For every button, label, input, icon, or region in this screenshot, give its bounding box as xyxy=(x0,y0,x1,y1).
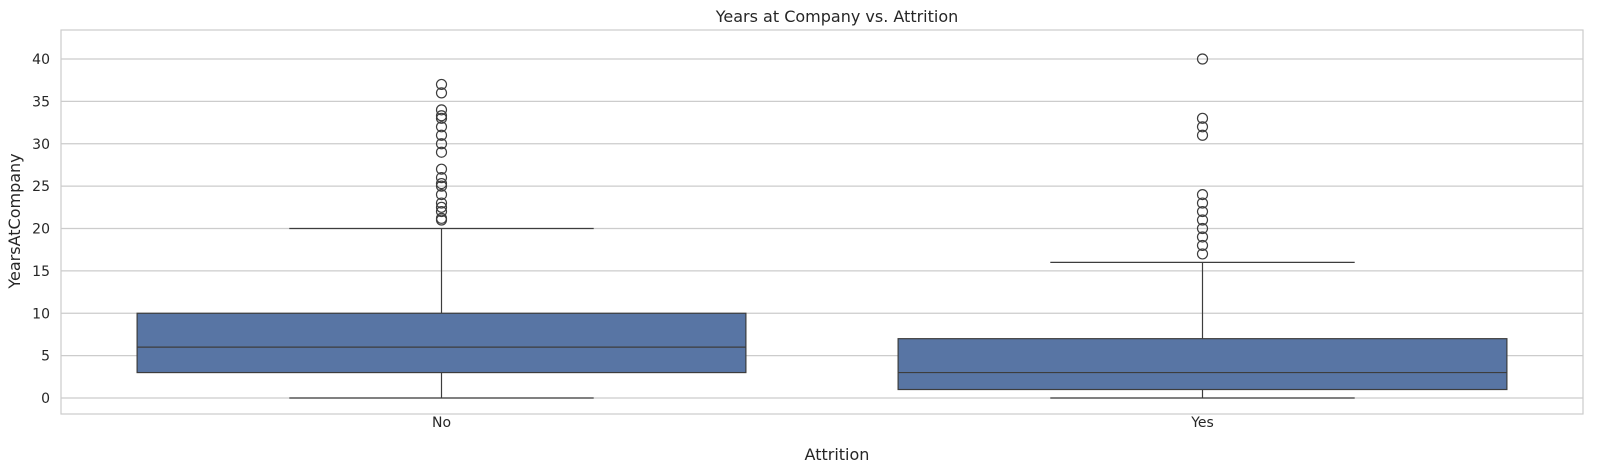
y-tick-labels: 0 5 10 15 20 25 30 35 40 xyxy=(32,52,50,407)
outlier-point xyxy=(435,78,448,91)
outlier-point xyxy=(435,201,448,213)
box-marks xyxy=(136,53,1508,399)
outlier-point xyxy=(435,121,448,133)
outlier-point xyxy=(1196,53,1209,65)
outlier-point xyxy=(435,112,448,124)
outlier-point xyxy=(1196,112,1209,124)
outlier-point xyxy=(435,189,448,201)
outlier-point xyxy=(1196,121,1209,133)
outlier-point xyxy=(435,177,448,190)
outlier-point xyxy=(435,146,448,158)
y-tick-label: 30 xyxy=(32,137,50,153)
outlier-point xyxy=(435,110,448,122)
outlier-point xyxy=(435,180,448,192)
x-tick-labels: No Yes xyxy=(432,415,1214,431)
x-axis-title: Attrition xyxy=(805,445,870,464)
y-axis-title: YearsAtCompany xyxy=(5,153,24,289)
iqr-box xyxy=(897,338,1508,391)
outlier-point xyxy=(435,212,448,224)
outlier-point xyxy=(1196,197,1209,209)
outlier-point xyxy=(435,205,448,218)
y-tick-label: 20 xyxy=(32,222,50,238)
y-tick-label: 5 xyxy=(41,349,50,365)
outlier-point xyxy=(1196,189,1209,201)
y-tick-label: 0 xyxy=(41,391,50,407)
outlier-point xyxy=(435,138,448,150)
outlier-point xyxy=(1196,248,1209,260)
box-group-yes xyxy=(897,53,1508,399)
outlier-point xyxy=(1196,205,1209,218)
outlier-point xyxy=(435,172,448,184)
y-tick-label: 35 xyxy=(32,94,50,110)
y-tick-label: 40 xyxy=(32,52,50,68)
y-tick-label: 10 xyxy=(32,306,50,322)
outlier-point xyxy=(435,104,448,116)
outlier-point xyxy=(435,87,448,99)
outlier-point xyxy=(1196,129,1209,141)
outlier-point xyxy=(435,197,448,209)
outlier-point xyxy=(435,163,448,175)
outlier-point xyxy=(1196,222,1209,235)
x-tick-label: No xyxy=(432,415,451,431)
plot-frame xyxy=(60,29,1584,415)
outlier-point xyxy=(1196,231,1209,243)
iqr-box xyxy=(136,312,747,374)
chart-title: Years at Company vs. Attrition xyxy=(715,7,959,26)
y-tick-label: 15 xyxy=(32,264,50,280)
x-tick-label: Yes xyxy=(1190,415,1214,431)
outlier-point xyxy=(435,129,448,141)
outlier-point xyxy=(1196,239,1209,252)
y-tick-label: 25 xyxy=(32,179,50,195)
outlier-point xyxy=(1196,214,1209,226)
box-group-no xyxy=(136,78,747,399)
